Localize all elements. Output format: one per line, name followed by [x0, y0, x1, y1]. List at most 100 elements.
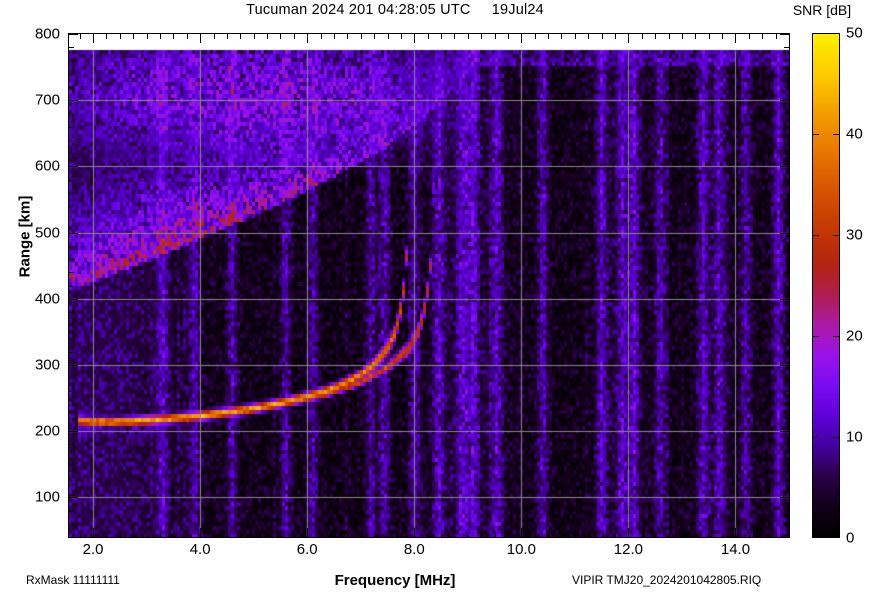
x-minor-tick-top	[602, 34, 603, 39]
y-minor-tick-right	[784, 140, 789, 141]
y-minor-tick-left	[69, 259, 74, 260]
colorbar[interactable]	[812, 33, 840, 538]
y-major-tick-left	[69, 497, 78, 498]
x-minor-tick-top	[147, 34, 148, 39]
x-minor-tick-bottom	[642, 532, 643, 537]
y-minor-tick-right	[784, 87, 789, 88]
x-minor-tick-bottom	[709, 532, 710, 537]
y-minor-tick-right	[784, 444, 789, 445]
x-minor-tick-top	[548, 34, 549, 39]
x-minor-tick-bottom	[374, 532, 375, 537]
x-minor-tick-top	[468, 34, 469, 39]
y-minor-tick-right	[784, 352, 789, 353]
source-file-label: VIPIR TMJ20_2024201042805.RIQ	[572, 573, 762, 587]
y-minor-tick-left	[69, 153, 74, 154]
y-major-tick-left	[69, 431, 78, 432]
rxmask-label: RxMask 11111111	[26, 573, 120, 587]
y-minor-tick-right	[784, 180, 789, 181]
x-minor-tick-top	[669, 34, 670, 39]
y-major-tick-right	[780, 299, 789, 300]
x-minor-tick-bottom	[495, 532, 496, 537]
y-major-tick-left	[69, 299, 78, 300]
x-major-tick-bottom	[628, 528, 629, 537]
y-tick-label: 300	[34, 356, 60, 374]
x-minor-tick-bottom	[762, 532, 763, 537]
x-minor-tick-bottom	[682, 532, 683, 537]
x-minor-tick-top	[133, 34, 134, 39]
y-minor-tick-right	[784, 47, 789, 48]
x-major-tick-bottom	[414, 528, 415, 537]
colorbar-tick-label: 20	[846, 327, 863, 345]
colorbar-gradient	[813, 34, 839, 537]
colorbar-tick-label: 30	[846, 226, 863, 244]
y-minor-tick-right	[784, 60, 789, 61]
x-tick-label: 8.0	[403, 541, 425, 558]
x-minor-tick-bottom	[254, 532, 255, 537]
y-minor-tick-right	[784, 511, 789, 512]
y-minor-tick-right	[784, 246, 789, 247]
y-major-tick-right	[780, 431, 789, 432]
y-minor-tick-left	[69, 312, 74, 313]
y-minor-tick-right	[784, 153, 789, 154]
x-tick-label: 12.0	[613, 541, 643, 558]
y-minor-tick-right	[784, 391, 789, 392]
x-minor-tick-top	[347, 34, 348, 39]
x-minor-tick-bottom	[655, 532, 656, 537]
y-minor-tick-left	[69, 391, 74, 392]
y-major-tick-left	[69, 365, 78, 366]
x-major-tick-bottom	[307, 528, 308, 537]
x-minor-tick-bottom	[321, 532, 322, 537]
colorbar-tick-right	[833, 235, 839, 236]
y-tick-label: 500	[34, 224, 60, 242]
x-tick-label: 4.0	[189, 541, 211, 558]
y-minor-tick-right	[784, 325, 789, 326]
x-tick-label: 14.0	[720, 541, 751, 558]
x-minor-tick-bottom	[294, 532, 295, 537]
ionogram-canvas[interactable]	[69, 34, 789, 537]
x-minor-tick-bottom	[106, 532, 107, 537]
x-minor-tick-top	[508, 34, 509, 39]
y-major-tick-left	[69, 34, 78, 35]
y-minor-tick-left	[69, 325, 74, 326]
colorbar-tick-left	[813, 134, 819, 135]
colorbar-title: SNR [dB]	[792, 2, 852, 18]
x-minor-tick-bottom	[722, 532, 723, 537]
x-minor-tick-top	[120, 34, 121, 39]
x-minor-tick-bottom	[347, 532, 348, 537]
x-major-tick-top	[735, 34, 736, 43]
y-major-tick-right	[780, 365, 789, 366]
x-tick-label: 10.0	[506, 541, 536, 558]
x-minor-tick-top	[187, 34, 188, 39]
y-major-tick-right	[780, 233, 789, 234]
x-minor-tick-top	[454, 34, 455, 39]
y-minor-tick-left	[69, 524, 74, 525]
x-minor-tick-bottom	[240, 532, 241, 537]
y-minor-tick-left	[69, 352, 74, 353]
y-minor-tick-right	[784, 74, 789, 75]
x-major-tick-bottom	[200, 528, 201, 537]
y-tick-label: 700	[34, 91, 60, 109]
y-minor-tick-right	[784, 286, 789, 287]
x-minor-tick-bottom	[749, 532, 750, 537]
x-minor-tick-bottom	[548, 532, 549, 537]
y-minor-tick-left	[69, 458, 74, 459]
x-minor-tick-bottom	[615, 532, 616, 537]
y-minor-tick-right	[784, 418, 789, 419]
y-minor-tick-left	[69, 47, 74, 48]
x-minor-tick-bottom	[227, 532, 228, 537]
x-minor-tick-bottom	[147, 532, 148, 537]
x-major-tick-top	[93, 34, 94, 43]
x-minor-tick-bottom	[695, 532, 696, 537]
y-minor-tick-left	[69, 286, 74, 287]
x-minor-tick-top	[695, 34, 696, 39]
plot-area[interactable]	[68, 33, 790, 538]
y-minor-tick-left	[69, 484, 74, 485]
y-minor-tick-left	[69, 180, 74, 181]
x-minor-tick-top	[776, 34, 777, 39]
colorbar-tick-label: 50	[846, 24, 863, 42]
y-minor-tick-left	[69, 272, 74, 273]
colorbar-tick-left	[813, 437, 819, 438]
y-major-tick-right	[780, 34, 789, 35]
x-major-tick-top	[521, 34, 522, 43]
